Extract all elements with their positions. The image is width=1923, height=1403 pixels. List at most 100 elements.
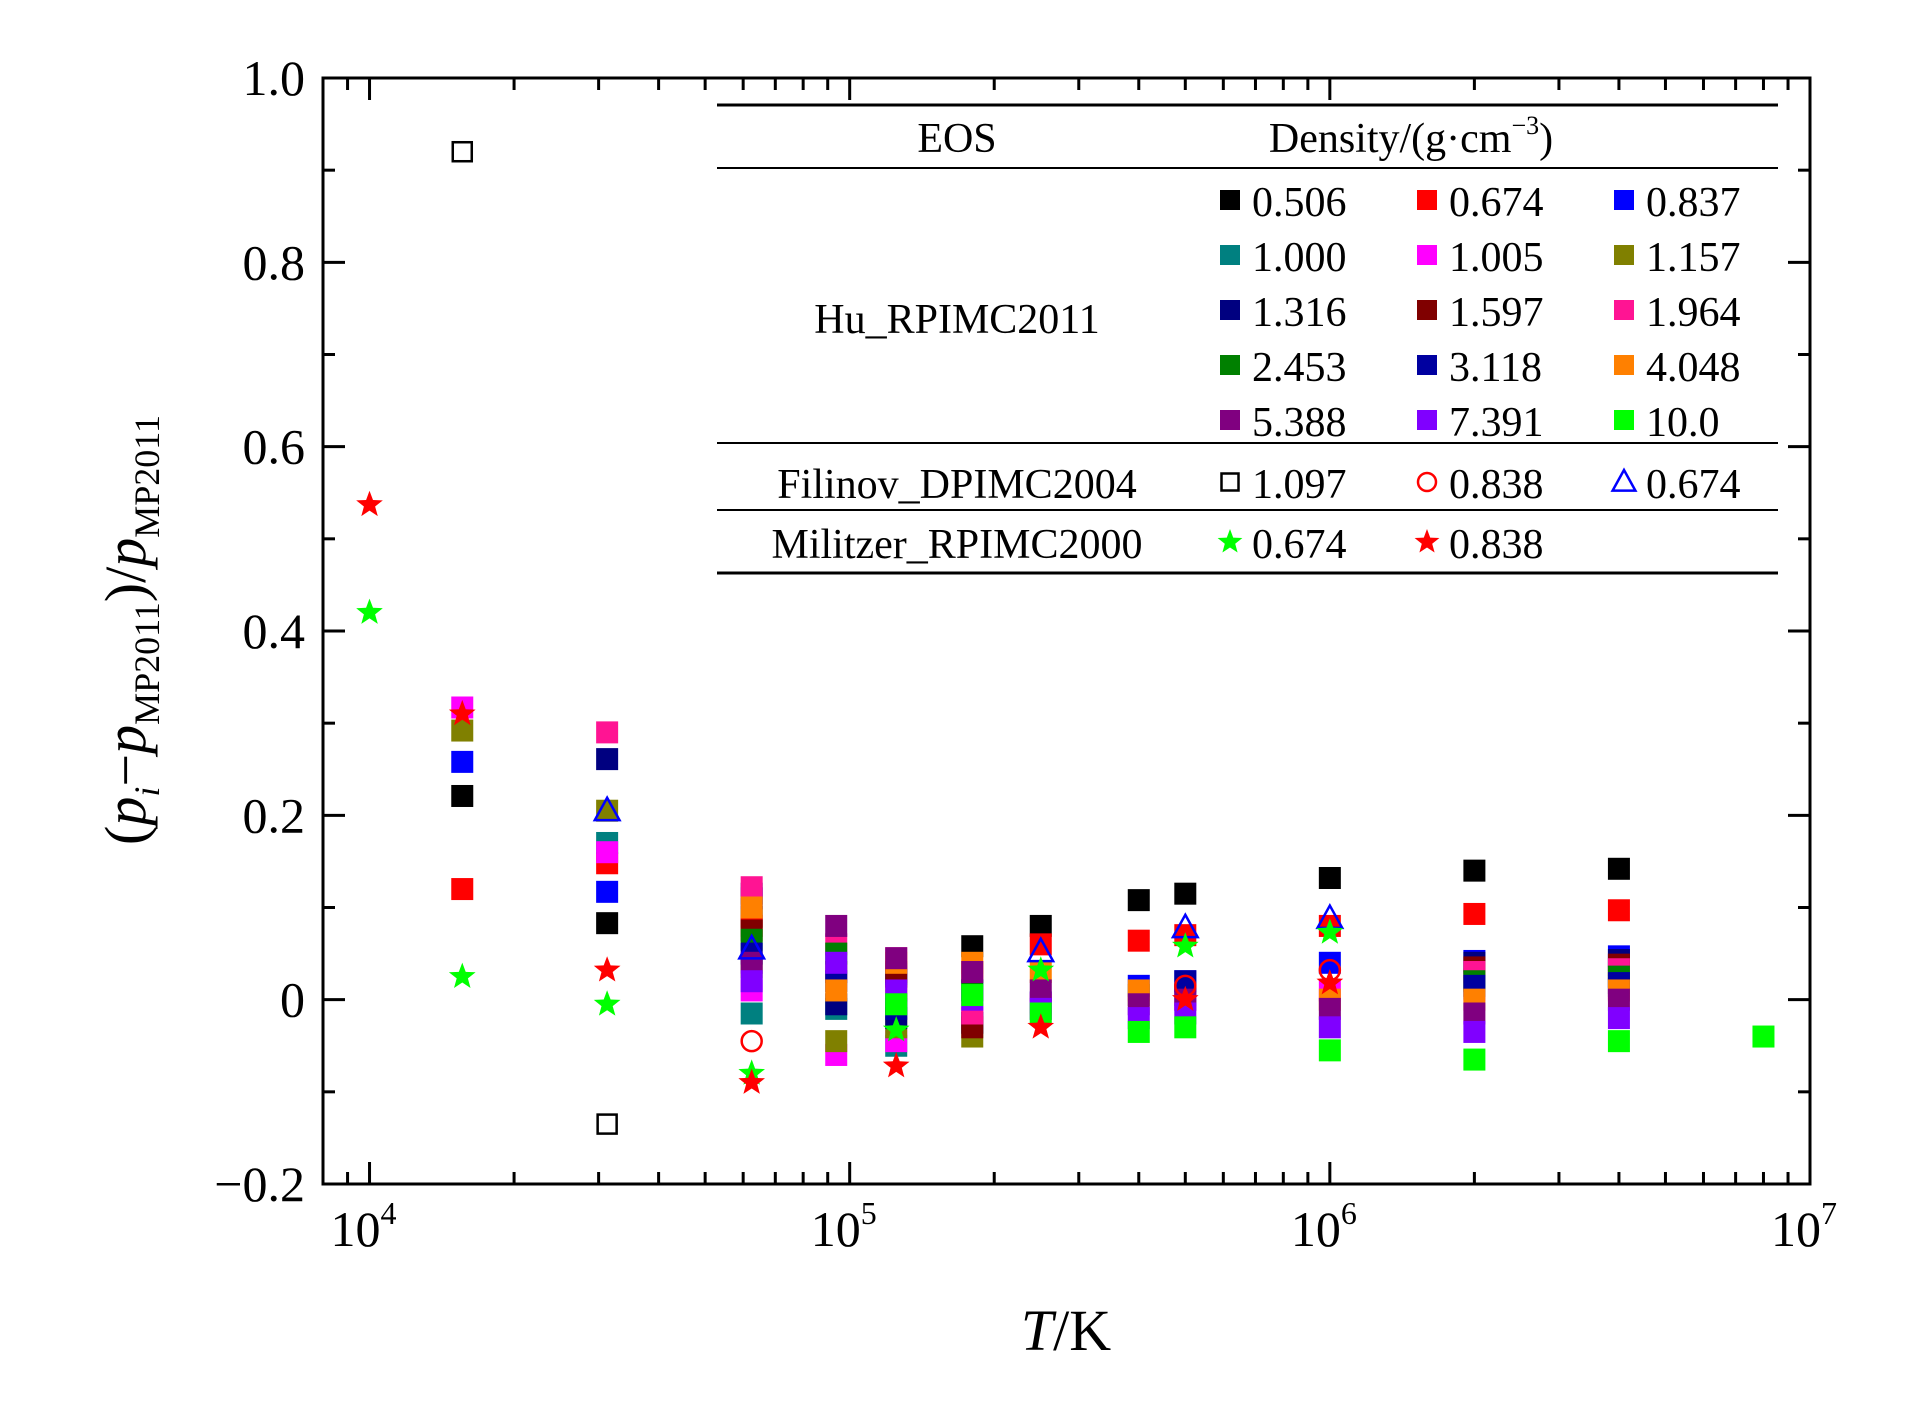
x-tick-label-3: 107 bbox=[1771, 1195, 1837, 1257]
point-s12-9 bbox=[1607, 988, 1630, 1011]
legend-marker-0 bbox=[1220, 190, 1240, 210]
point-s2-8 bbox=[1318, 951, 1341, 974]
point-s14-0 bbox=[885, 993, 908, 1016]
point-s4-1 bbox=[596, 841, 619, 864]
legend-label-17: 0.674 bbox=[1646, 462, 1741, 508]
legend-marker-6 bbox=[1220, 300, 1240, 320]
legend-label-19: 0.838 bbox=[1449, 522, 1544, 568]
legend-marker-18 bbox=[1217, 529, 1243, 553]
legend-label-0: 0.506 bbox=[1252, 180, 1347, 226]
legend-marker-1 bbox=[1417, 190, 1437, 210]
y-tick-label-4: 0.2 bbox=[243, 787, 306, 843]
point-s0-8 bbox=[1318, 867, 1341, 890]
point-s12-8 bbox=[1463, 1002, 1486, 1025]
legend-marker-16 bbox=[1416, 471, 1438, 493]
data-points bbox=[356, 140, 1775, 1135]
y-tick-label-3: 0.4 bbox=[243, 603, 306, 659]
point-s14-8 bbox=[1752, 1025, 1775, 1048]
point-s13-7 bbox=[1318, 1016, 1341, 1039]
legend-label-2: 0.837 bbox=[1646, 180, 1741, 226]
legend-label-4: 1.005 bbox=[1449, 235, 1544, 281]
point-s17-0 bbox=[592, 795, 622, 822]
point-s8-0 bbox=[596, 721, 619, 744]
x-tick-label-0: 104 bbox=[331, 1195, 397, 1257]
legend-group-militzer: Militzer_RPIMC2000 bbox=[771, 522, 1142, 568]
point-s19-2 bbox=[593, 956, 621, 982]
point-s16-0 bbox=[740, 1029, 763, 1053]
point-s0-6 bbox=[1127, 889, 1150, 912]
legend-label-15: 1.097 bbox=[1252, 462, 1347, 508]
point-s13-0 bbox=[740, 970, 763, 993]
legend-label-3: 1.000 bbox=[1252, 235, 1347, 281]
svg-text:(pi−pMP2011)/pMP2011: (pi−pMP2011)/pMP2011 bbox=[93, 415, 167, 845]
legend-label-12: 5.388 bbox=[1252, 400, 1347, 446]
legend-marker-12 bbox=[1220, 410, 1240, 430]
legend-label-11: 4.048 bbox=[1646, 345, 1741, 391]
legend-marker-15 bbox=[1220, 472, 1240, 492]
legend-marker-2 bbox=[1614, 190, 1634, 210]
point-s2-0 bbox=[451, 750, 474, 773]
legend-group-filinov: Filinov_DPIMC2004 bbox=[777, 462, 1136, 508]
point-s14-5 bbox=[1318, 1039, 1341, 1062]
legend-label-7: 1.597 bbox=[1449, 290, 1544, 336]
plot-frame bbox=[321, 76, 1812, 1186]
point-s12-3 bbox=[961, 961, 984, 984]
point-s13-1 bbox=[825, 951, 848, 974]
point-s11-1 bbox=[825, 979, 848, 1002]
point-s0-7 bbox=[1174, 882, 1197, 905]
y-tick-label-6: −0.2 bbox=[214, 1156, 305, 1212]
point-s14-7 bbox=[1607, 1030, 1630, 1053]
legend-marker-17 bbox=[1610, 467, 1638, 492]
point-s18-2 bbox=[593, 990, 621, 1016]
point-s15-1 bbox=[596, 1113, 618, 1135]
point-s0-5 bbox=[1029, 914, 1052, 937]
legend-label-14: 10.0 bbox=[1646, 400, 1720, 446]
point-s12-7 bbox=[1318, 997, 1341, 1020]
point-s1-6 bbox=[1127, 929, 1150, 952]
y-tick-label-1: 0.8 bbox=[243, 234, 306, 290]
point-s1-9 bbox=[1463, 902, 1486, 925]
point-s1-0 bbox=[451, 878, 474, 901]
legend-group-hu: Hu_RPIMC2011 bbox=[814, 297, 1100, 343]
point-s18-7 bbox=[1316, 918, 1344, 944]
x-tick-label-1: 105 bbox=[811, 1195, 877, 1257]
axis-ticks bbox=[321, 76, 1812, 1186]
y-tick-label-0: 1.0 bbox=[243, 50, 306, 106]
point-s0-4 bbox=[961, 935, 984, 958]
point-s14-3 bbox=[1127, 1020, 1150, 1043]
point-s12-2 bbox=[885, 947, 908, 970]
legend-header-density: Density/(g·cm−3) bbox=[1269, 111, 1553, 162]
point-s18-0 bbox=[356, 598, 383, 624]
point-s19-3 bbox=[738, 1068, 765, 1094]
point-s17-1 bbox=[737, 933, 767, 960]
point-s19-0 bbox=[356, 490, 383, 517]
y-tick-label-2: 0.6 bbox=[243, 419, 306, 475]
legend-label-6: 1.316 bbox=[1252, 290, 1347, 336]
legend-label-1: 0.674 bbox=[1449, 180, 1544, 226]
point-s6-0 bbox=[596, 748, 619, 771]
point-s11-0 bbox=[740, 896, 763, 919]
legend-marker-19 bbox=[1414, 529, 1440, 553]
legend-label-10: 3.118 bbox=[1449, 345, 1542, 391]
point-s13-8 bbox=[1463, 1020, 1486, 1043]
legend-marker-14 bbox=[1614, 410, 1634, 430]
point-s5-3 bbox=[825, 1030, 848, 1053]
legend-label-8: 1.964 bbox=[1646, 290, 1741, 336]
legend-marker-11 bbox=[1614, 355, 1634, 375]
legend-label-16: 0.838 bbox=[1449, 462, 1544, 508]
legend-label-9: 2.453 bbox=[1252, 345, 1347, 391]
legend-marker-3 bbox=[1220, 245, 1240, 265]
point-s15-0 bbox=[451, 140, 474, 163]
x-axis-title: T/K bbox=[1021, 1298, 1111, 1363]
point-s12-4 bbox=[1029, 979, 1052, 1002]
point-s18-5 bbox=[1027, 956, 1055, 982]
point-s19-6 bbox=[1172, 985, 1199, 1011]
point-s1-10 bbox=[1607, 899, 1630, 922]
legend-marker-5 bbox=[1614, 245, 1634, 265]
point-s18-4 bbox=[882, 1016, 910, 1042]
legend-marker-10 bbox=[1417, 355, 1437, 375]
point-s0-10 bbox=[1607, 857, 1630, 880]
point-s14-6 bbox=[1463, 1048, 1486, 1071]
point-s12-1 bbox=[825, 914, 848, 937]
